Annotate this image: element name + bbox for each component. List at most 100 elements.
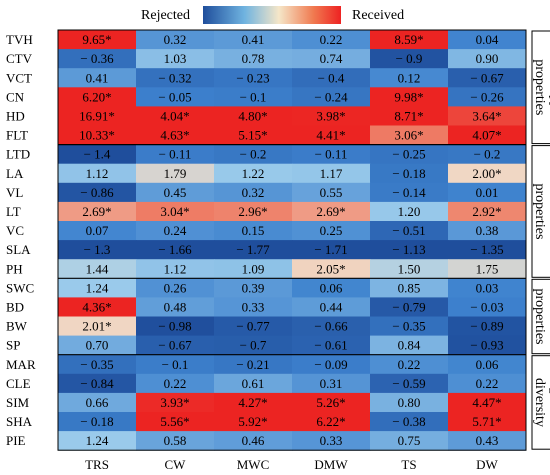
cell-value-label: 2.96*: [238, 204, 267, 219]
heatmap-cell: [292, 182, 371, 203]
row-label: SLA: [6, 242, 31, 257]
cell-value-label: − 0.51: [392, 223, 425, 238]
group-label: Vegetationdiversity: [532, 373, 550, 433]
row-label: MAR: [6, 357, 36, 372]
heatmap-cell: [370, 278, 449, 298]
cell-value-label: 5.15*: [238, 128, 267, 143]
heatmap-cell: [214, 125, 293, 146]
heatmap-cell: [58, 240, 137, 260]
cell-value-label: − 0.93: [470, 338, 503, 353]
column-label: MWC: [237, 457, 270, 472]
cell-value-label: 4.41*: [316, 128, 345, 143]
column-label: TS: [401, 457, 416, 472]
cell-value-label: 3.06*: [394, 128, 423, 143]
heatmap-cell: [448, 354, 527, 375]
heatmap-cell: [214, 30, 293, 50]
heatmap-cell: [370, 87, 449, 107]
row-label: FLT: [6, 128, 28, 143]
heatmap-cell: [58, 144, 137, 165]
heatmap-cell: [370, 68, 449, 88]
heatmap-cell: [58, 49, 137, 69]
cell-value-label: 4.04*: [160, 108, 189, 123]
heatmap-cell: [370, 182, 449, 203]
heatmap-cell: [136, 106, 215, 126]
heatmap-cell: [448, 240, 527, 260]
cell-value-label: − 1.35: [470, 242, 503, 257]
cell-value-label: 3.93*: [160, 395, 189, 410]
heatmap-cell: [58, 412, 137, 432]
cell-value-label: − 0.14: [392, 185, 426, 200]
cell-value-label: 0.03: [476, 280, 499, 295]
cell-value-label: 3.64*: [472, 108, 501, 123]
cell-value-label: 3.04*: [160, 204, 189, 219]
cell-value-label: − 0.1: [240, 89, 267, 104]
heatmap-cell: [292, 431, 371, 451]
cell-value-label: 0.06: [476, 357, 499, 372]
cell-value-label: − 0.67: [470, 70, 504, 85]
cell-value-label: 9.98*: [394, 89, 423, 104]
cell-value-label: 0.55: [320, 185, 343, 200]
group-bracket: [531, 278, 550, 355]
cell-value-label: 0.70: [86, 338, 109, 353]
cell-value-label: 0.12: [398, 70, 421, 85]
heatmap-cell: [292, 316, 371, 337]
cell-value-label: 4.47*: [472, 395, 501, 410]
cell-value-label: 1.20: [398, 204, 421, 219]
row-label: LTD: [6, 147, 30, 162]
heatmap-cell: [292, 335, 371, 356]
heatmap-cell: [214, 335, 293, 356]
cell-value-label: 1.79: [164, 166, 187, 181]
heatmap-cell: [448, 49, 527, 69]
cell-value-label: 0.26: [164, 280, 187, 295]
heatmap-cell: [136, 240, 215, 260]
legend-high-label: Received: [352, 8, 404, 23]
heatmap-cell: [136, 144, 215, 165]
cell-value-label: 0.61: [242, 376, 265, 391]
cell-value-label: − 0.79: [392, 299, 425, 314]
cell-value-label: 0.41: [86, 70, 109, 85]
cell-value-label: − 0.26: [470, 89, 504, 104]
cell-value-label: 1.50: [398, 261, 421, 276]
heatmap-cell: [136, 412, 215, 432]
heatmap-cell: [292, 259, 371, 279]
cell-value-label: 1.75: [476, 261, 499, 276]
heatmap-cell: [214, 106, 293, 126]
cell-value-label: − 0.32: [158, 70, 191, 85]
heatmap-cell: [292, 354, 371, 375]
row-label: BW: [6, 319, 28, 334]
cell-value-label: − 1.4: [84, 147, 111, 162]
heatmap-cell: [370, 373, 449, 394]
heatmap-cell: [292, 49, 371, 69]
heatmap-cell: [370, 335, 449, 356]
cell-value-label: 10.33*: [79, 128, 115, 143]
heatmap-cell: [292, 221, 371, 241]
heatmap-cell: [136, 316, 215, 337]
heatmap-cell: [292, 106, 371, 126]
cell-value-label: − 0.2: [240, 147, 267, 162]
heatmap-cell: [448, 106, 527, 126]
cell-value-label: 0.90: [476, 51, 499, 66]
cell-value-label: 0.41: [242, 32, 265, 47]
row-label: PIE: [6, 433, 26, 448]
cell-value-label: 4.63*: [160, 128, 189, 143]
cell-value-label: 5.26*: [316, 395, 345, 410]
heatmap-cell: [214, 163, 293, 184]
heatmap-border: [57, 29, 527, 451]
group-label: Grassproperties: [532, 183, 550, 239]
heatmap-cell: [136, 335, 215, 356]
cell-value-label: 2.69*: [316, 204, 345, 219]
heatmap-cell: [136, 221, 215, 241]
cell-value-label: 4.36*: [82, 299, 111, 314]
cell-value-label: 5.92*: [238, 414, 267, 429]
heatmap-cell: [136, 163, 215, 184]
column-label: CW: [165, 457, 187, 472]
heatmap-cell: [136, 30, 215, 50]
cell-value-label: 1.22: [242, 166, 265, 181]
cell-value-label: 2.05*: [316, 261, 345, 276]
group-label: Canopyproperties: [532, 59, 550, 115]
heatmap-cell: [136, 373, 215, 394]
cell-value-label: 0.48: [164, 299, 187, 314]
cell-value-label: − 0.35: [392, 319, 425, 334]
row-labels: TVH CTV VCT CN HD FLT LTD LA VL LT VC SLA PH SWC BD BW S…: [6, 32, 36, 448]
heatmap-cell: [136, 297, 215, 317]
